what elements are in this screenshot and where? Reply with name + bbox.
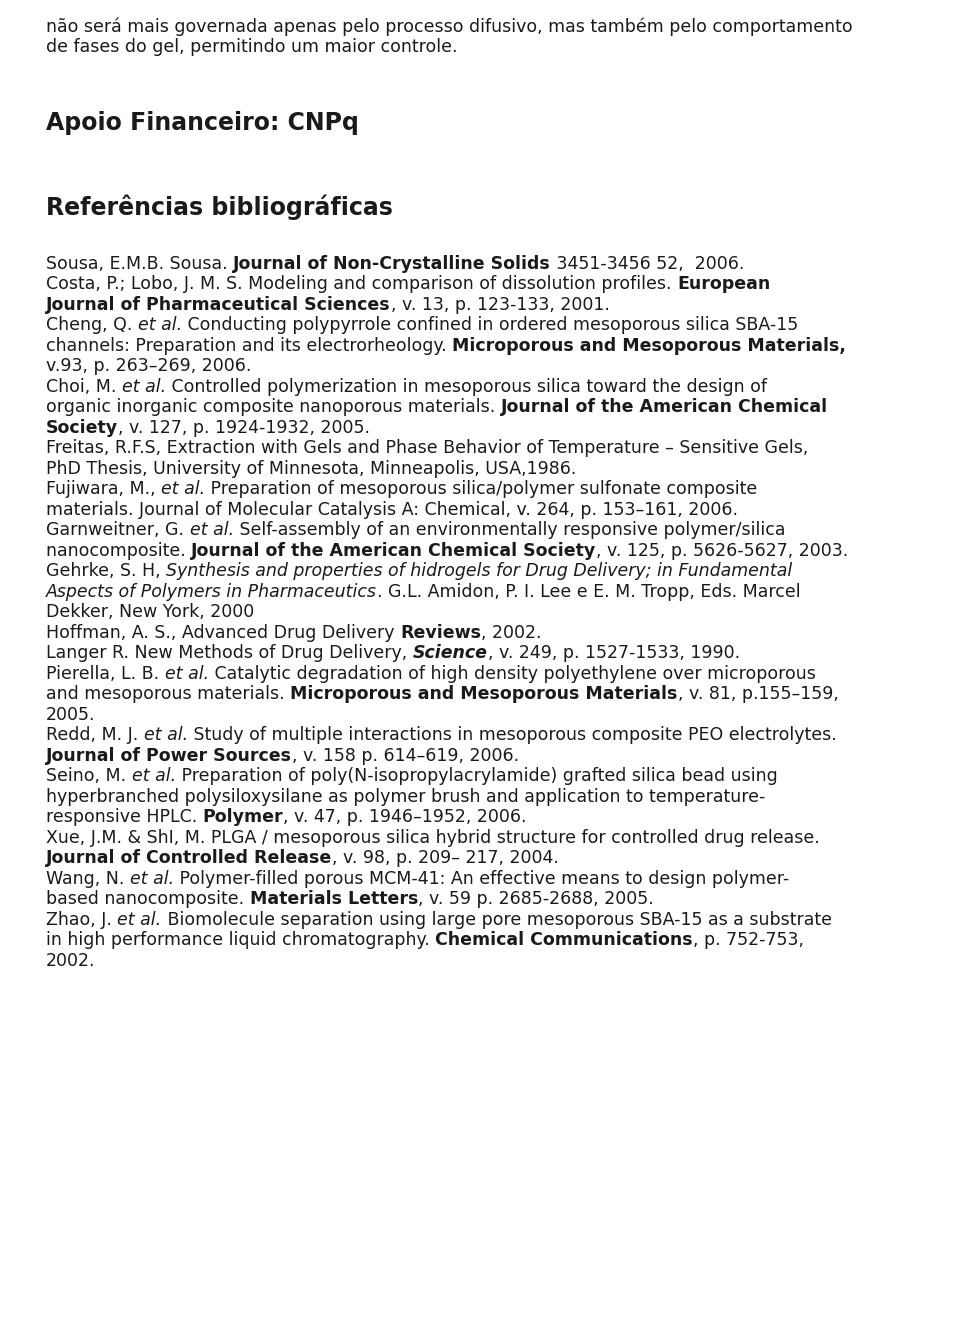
Text: Freitas, R.F.S, Extraction with Gels and Phase Behavior of Temperature – Sensiti: Freitas, R.F.S, Extraction with Gels and…: [46, 439, 808, 458]
Text: , p. 752-753,: , p. 752-753,: [693, 931, 804, 950]
Text: Reviews: Reviews: [400, 624, 481, 641]
Text: in high performance liquid chromatography.: in high performance liquid chromatograph…: [46, 931, 435, 950]
Text: PhD Thesis, University of Minnesota, Minneapolis, USA,1986.: PhD Thesis, University of Minnesota, Min…: [46, 460, 576, 477]
Text: et al.: et al.: [130, 870, 174, 887]
Text: Society: Society: [46, 419, 118, 436]
Text: Costa, P.; Lobo, J. M. S. Modeling and comparison of dissolution profiles.: Costa, P.; Lobo, J. M. S. Modeling and c…: [46, 275, 677, 293]
Text: v.93, p. 263–269, 2006.: v.93, p. 263–269, 2006.: [46, 356, 252, 375]
Text: , v. 47, p. 1946–1952, 2006.: , v. 47, p. 1946–1952, 2006.: [283, 809, 527, 826]
Text: , 2002.: , 2002.: [481, 624, 541, 641]
Text: et al.: et al.: [117, 911, 161, 928]
Text: Study of multiple interactions in mesoporous composite PEO electrolytes.: Study of multiple interactions in mesopo…: [188, 726, 836, 743]
Text: , v. 81, p.155–159,: , v. 81, p.155–159,: [678, 685, 838, 704]
Text: Science: Science: [413, 644, 488, 662]
Text: Fujiwara, M.,: Fujiwara, M.,: [46, 480, 161, 497]
Text: , v. 125, p. 5626-5627, 2003.: , v. 125, p. 5626-5627, 2003.: [596, 541, 849, 560]
Text: Garnweitner, G.: Garnweitner, G.: [46, 521, 189, 539]
Text: et al.: et al.: [138, 317, 182, 334]
Text: Controlled polymerization in mesoporous silica toward the design of: Controlled polymerization in mesoporous …: [166, 378, 767, 395]
Text: Journal of Pharmaceutical Sciences: Journal of Pharmaceutical Sciences: [46, 295, 391, 314]
Text: Seino, M.: Seino, M.: [46, 767, 132, 785]
Text: , v. 158 p. 614–619, 2006.: , v. 158 p. 614–619, 2006.: [292, 746, 519, 765]
Text: organic inorganic composite nanoporous materials.: organic inorganic composite nanoporous m…: [46, 398, 501, 416]
Text: Catalytic degradation of high density polyethylene over microporous: Catalytic degradation of high density po…: [208, 665, 816, 682]
Text: Microporous and Mesoporous Materials: Microporous and Mesoporous Materials: [290, 685, 678, 704]
Text: Apoio Financeiro: CNPq: Apoio Financeiro: CNPq: [46, 110, 359, 136]
Text: Referências bibliográficas: Referências bibliográficas: [46, 194, 393, 221]
Text: Journal of the American Chemical: Journal of the American Chemical: [501, 398, 828, 416]
Text: Sousa, E.M.B. Sousa.: Sousa, E.M.B. Sousa.: [46, 254, 233, 273]
Text: Journal of Power Sources: Journal of Power Sources: [46, 746, 292, 765]
Text: Aspects of Polymers in Pharmaceutics: Aspects of Polymers in Pharmaceutics: [46, 583, 377, 601]
Text: materials. Journal of Molecular Catalysis A: Chemical, v. 264, p. 153–161, 2006.: materials. Journal of Molecular Catalysi…: [46, 500, 738, 519]
Text: Dekker, New York, 2000: Dekker, New York, 2000: [46, 602, 254, 621]
Text: channels: Preparation and its electrorheology.: channels: Preparation and its electrorhe…: [46, 336, 452, 355]
Text: Synthesis and properties of hidrogels for Drug Delivery; in Fundamental: Synthesis and properties of hidrogels fo…: [166, 563, 792, 580]
Text: hyperbranched polysiloxysilane as polymer brush and application to temperature-: hyperbranched polysiloxysilane as polyme…: [46, 787, 765, 806]
Text: Pierella, L. B.: Pierella, L. B.: [46, 665, 164, 682]
Text: Biomolecule separation using large pore mesoporous SBA-15 as a substrate: Biomolecule separation using large pore …: [161, 911, 831, 928]
Text: , v. 249, p. 1527-1533, 1990.: , v. 249, p. 1527-1533, 1990.: [488, 644, 740, 662]
Text: Preparation of mesoporous silica/polymer sulfonate composite: Preparation of mesoporous silica/polymer…: [205, 480, 757, 497]
Text: Cheng, Q.: Cheng, Q.: [46, 317, 138, 334]
Text: de fases do gel, permitindo um maior controle.: de fases do gel, permitindo um maior con…: [46, 39, 458, 56]
Text: Redd, M. J.: Redd, M. J.: [46, 726, 144, 743]
Text: based nanocomposite.: based nanocomposite.: [46, 890, 250, 908]
Text: Choi, M.: Choi, M.: [46, 378, 122, 395]
Text: et al.: et al.: [164, 665, 208, 682]
Text: nanocomposite.: nanocomposite.: [46, 541, 191, 560]
Text: et al.: et al.: [161, 480, 205, 497]
Text: Microporous and Mesoporous Materials,: Microporous and Mesoporous Materials,: [452, 336, 846, 355]
Text: Journal of Controlled Release: Journal of Controlled Release: [46, 849, 332, 867]
Text: Polymer: Polymer: [203, 809, 283, 826]
Text: não será mais governada apenas pelo processo difusivo, mas também pelo comportam: não será mais governada apenas pelo proc…: [46, 19, 852, 36]
Text: and mesoporous materials.: and mesoporous materials.: [46, 685, 290, 704]
Text: , v. 59 p. 2685-2688, 2005.: , v. 59 p. 2685-2688, 2005.: [418, 890, 654, 908]
Text: Zhao, J.: Zhao, J.: [46, 911, 117, 928]
Text: responsive HPLC.: responsive HPLC.: [46, 809, 203, 826]
Text: Gehrke, S. H,: Gehrke, S. H,: [46, 563, 166, 580]
Text: , v. 127, p. 1924-1932, 2005.: , v. 127, p. 1924-1932, 2005.: [118, 419, 371, 436]
Text: Wang, N.: Wang, N.: [46, 870, 130, 887]
Text: Conducting polypyrrole confined in ordered mesoporous silica SBA-15: Conducting polypyrrole confined in order…: [182, 317, 799, 334]
Text: Journal of the American Chemical Society: Journal of the American Chemical Society: [191, 541, 596, 560]
Text: et al.: et al.: [132, 767, 176, 785]
Text: Preparation of poly(N-isopropylacrylamide) grafted silica bead using: Preparation of poly(N-isopropylacrylamid…: [176, 767, 778, 785]
Text: Polymer-filled porous MCM-41: An effective means to design polymer-: Polymer-filled porous MCM-41: An effecti…: [174, 870, 789, 887]
Text: Self-assembly of an environmentally responsive polymer/silica: Self-assembly of an environmentally resp…: [233, 521, 785, 539]
Text: et al.: et al.: [189, 521, 233, 539]
Text: European: European: [677, 275, 770, 293]
Text: , v. 13, p. 123-133, 2001.: , v. 13, p. 123-133, 2001.: [391, 295, 610, 314]
Text: Chemical Communications: Chemical Communications: [435, 931, 693, 950]
Text: 2002.: 2002.: [46, 951, 95, 970]
Text: Xue, J.M. & ShI, M. PLGA / mesoporous silica hybrid structure for controlled dru: Xue, J.M. & ShI, M. PLGA / mesoporous si…: [46, 829, 820, 847]
Text: Hoffman, A. S., Advanced Drug Delivery: Hoffman, A. S., Advanced Drug Delivery: [46, 624, 400, 641]
Text: , v. 98, p. 209– 217, 2004.: , v. 98, p. 209– 217, 2004.: [332, 849, 559, 867]
Text: . G.L. Amidon, P. I. Lee e E. M. Tropp, Eds. Marcel: . G.L. Amidon, P. I. Lee e E. M. Tropp, …: [377, 583, 801, 601]
Text: Materials Letters: Materials Letters: [250, 890, 418, 908]
Text: 2005.: 2005.: [46, 705, 95, 724]
Text: Journal of Non-Crystalline Solids: Journal of Non-Crystalline Solids: [233, 254, 551, 273]
Text: et al.: et al.: [122, 378, 166, 395]
Text: Langer R. New Methods of Drug Delivery,: Langer R. New Methods of Drug Delivery,: [46, 644, 413, 662]
Text: et al.: et al.: [144, 726, 188, 743]
Text: 3451-3456 52,  2006.: 3451-3456 52, 2006.: [551, 254, 744, 273]
